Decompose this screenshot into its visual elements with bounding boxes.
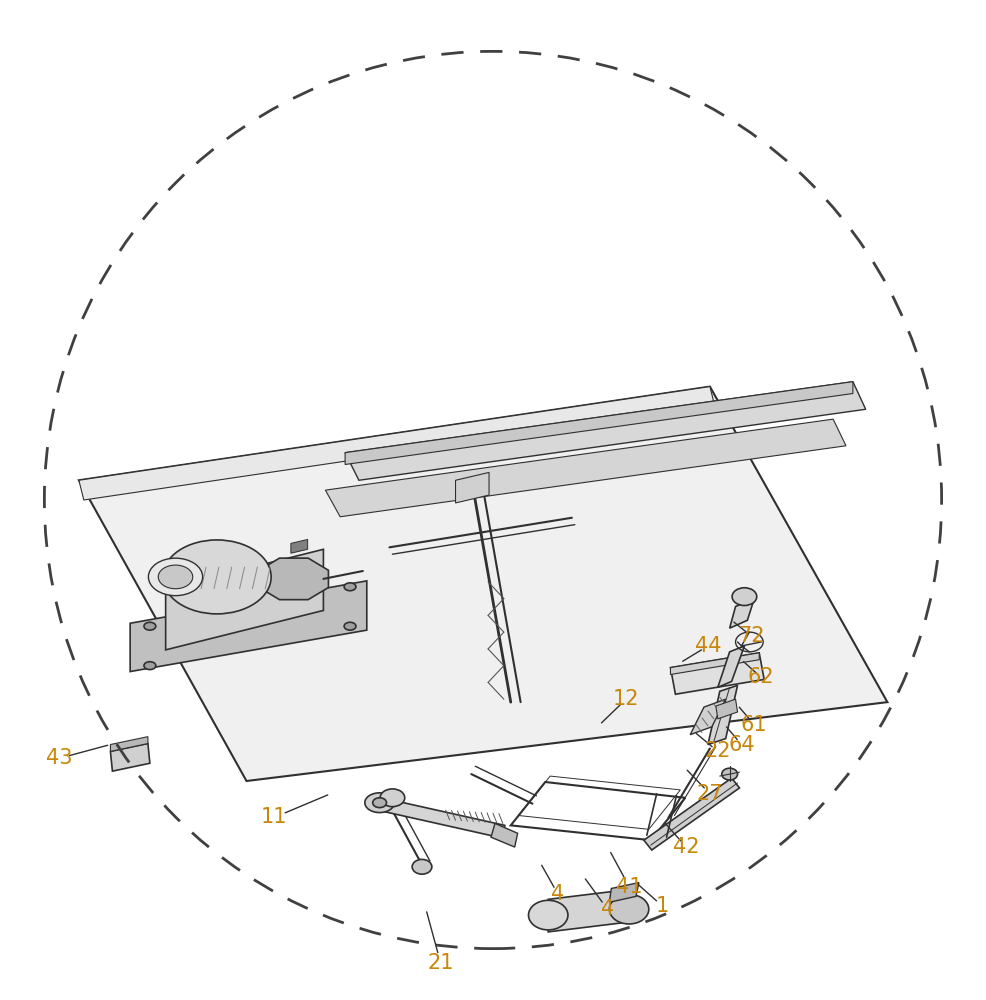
Polygon shape xyxy=(79,387,715,500)
Text: 64: 64 xyxy=(728,735,755,755)
Polygon shape xyxy=(345,382,853,465)
Ellipse shape xyxy=(344,622,356,630)
Text: 43: 43 xyxy=(46,748,72,768)
Polygon shape xyxy=(166,549,323,650)
Text: 27: 27 xyxy=(697,784,723,804)
Text: 41: 41 xyxy=(616,877,642,897)
Ellipse shape xyxy=(344,583,356,591)
Polygon shape xyxy=(110,744,150,771)
Ellipse shape xyxy=(722,768,738,780)
Text: 21: 21 xyxy=(428,953,454,973)
Ellipse shape xyxy=(163,540,271,614)
Polygon shape xyxy=(291,539,308,553)
Text: 62: 62 xyxy=(747,667,775,687)
Polygon shape xyxy=(345,382,866,480)
Polygon shape xyxy=(491,823,518,847)
Ellipse shape xyxy=(365,793,394,813)
Polygon shape xyxy=(716,699,738,719)
Polygon shape xyxy=(325,419,846,517)
Polygon shape xyxy=(718,646,744,687)
Ellipse shape xyxy=(528,900,568,930)
Text: 11: 11 xyxy=(261,807,287,827)
Text: 4: 4 xyxy=(551,884,565,904)
Polygon shape xyxy=(548,889,629,932)
Text: 22: 22 xyxy=(705,741,731,761)
Text: 1: 1 xyxy=(656,896,669,916)
Polygon shape xyxy=(670,653,764,694)
Text: 61: 61 xyxy=(740,715,768,735)
Ellipse shape xyxy=(148,558,203,596)
Ellipse shape xyxy=(144,622,156,630)
Ellipse shape xyxy=(158,565,192,589)
Ellipse shape xyxy=(373,798,387,808)
Text: 4: 4 xyxy=(600,899,614,919)
Polygon shape xyxy=(371,796,505,838)
Polygon shape xyxy=(708,685,738,745)
Ellipse shape xyxy=(609,894,649,924)
Text: 44: 44 xyxy=(695,636,721,656)
Ellipse shape xyxy=(381,789,404,807)
Ellipse shape xyxy=(144,662,156,670)
Polygon shape xyxy=(609,883,639,902)
Text: 42: 42 xyxy=(673,837,699,857)
Polygon shape xyxy=(259,558,328,600)
Polygon shape xyxy=(670,653,759,675)
Ellipse shape xyxy=(732,588,757,606)
Text: 12: 12 xyxy=(613,689,639,709)
Text: 72: 72 xyxy=(739,626,764,646)
Polygon shape xyxy=(644,778,740,850)
Polygon shape xyxy=(110,737,148,751)
Polygon shape xyxy=(130,581,367,672)
Polygon shape xyxy=(456,472,489,503)
Ellipse shape xyxy=(412,859,432,874)
Polygon shape xyxy=(690,699,726,735)
Polygon shape xyxy=(79,387,887,781)
Polygon shape xyxy=(730,599,754,628)
